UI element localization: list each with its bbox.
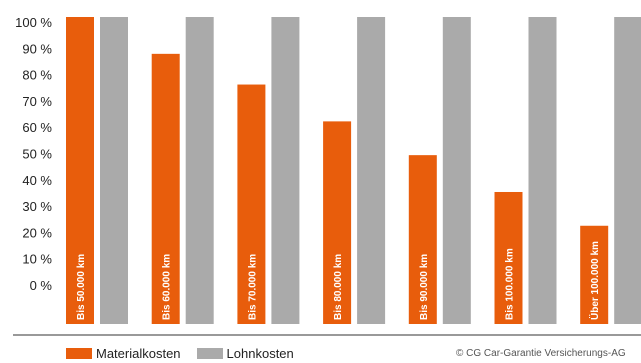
- category-label: Bis 60.000 km: [162, 254, 173, 320]
- bar-lohnkosten: [185, 17, 214, 324]
- y-tick-label: 90 %: [22, 41, 52, 56]
- y-tick-label: 80 %: [22, 68, 52, 83]
- bar-materialkosten: [66, 17, 94, 324]
- y-tick-label: 50 %: [22, 147, 52, 162]
- bar-materialkosten: [580, 225, 609, 324]
- y-tick-label: 100 %: [15, 15, 52, 30]
- y-tick-label: 40 %: [22, 173, 52, 188]
- y-tick-label: 0 %: [30, 278, 53, 293]
- y-tick-label: 70 %: [22, 94, 52, 109]
- bar-lohnkosten: [357, 17, 386, 324]
- legend-swatch-materialkosten: [66, 347, 92, 359]
- bar-materialkosten: [323, 121, 352, 324]
- legend-label-lohnkosten: Lohnkosten: [226, 345, 294, 361]
- legend-swatch-lohnkosten: [196, 347, 223, 359]
- bar-lohnkosten: [271, 17, 300, 324]
- category-label: Bis 70.000 km: [247, 254, 258, 320]
- bar-lohnkosten: [442, 17, 471, 324]
- y-tick-label: 60 %: [22, 120, 52, 135]
- y-axis-ticks: 0 % 10 % 20 % 30 % 40 % 50 % 60 % 70 % 80 % 90 % 1…: [15, 15, 52, 293]
- category-label: Bis 90.000 km: [419, 254, 430, 320]
- y-tick-label: 30 %: [22, 199, 52, 214]
- legend-item-lohnkosten: Lohnkosten: [196, 345, 294, 361]
- bars-group: Bis 50.000 km Bis 60.000 km Bis 70.000 km B…: [66, 17, 641, 325]
- bar-materialkosten: [408, 155, 437, 324]
- category-label: Bis 50.000 km: [76, 254, 87, 320]
- bar-materialkosten: [151, 53, 180, 325]
- bar-lohnkosten: [614, 17, 641, 324]
- category-label: Bis 100.000 km: [505, 248, 516, 320]
- category-label: Bis 80.000 km: [333, 254, 344, 320]
- y-tick-label: 20 %: [22, 225, 52, 240]
- category-label: Über 100.000 km: [588, 241, 601, 320]
- y-tick-label: 10 %: [22, 252, 52, 267]
- legend-label-materialkosten: Materialkosten: [96, 345, 181, 361]
- copyright-text: © CG Car-Garantie Versicherungs-AG: [456, 348, 626, 359]
- bar-lohnkosten: [100, 17, 128, 324]
- bar-materialkosten: [494, 191, 523, 324]
- bar-materialkosten: [237, 84, 266, 324]
- bar-lohnkosten: [528, 17, 557, 324]
- legend: Materialkosten Lohnkosten: [66, 345, 310, 361]
- legend-item-materialkosten: Materialkosten: [66, 346, 181, 361]
